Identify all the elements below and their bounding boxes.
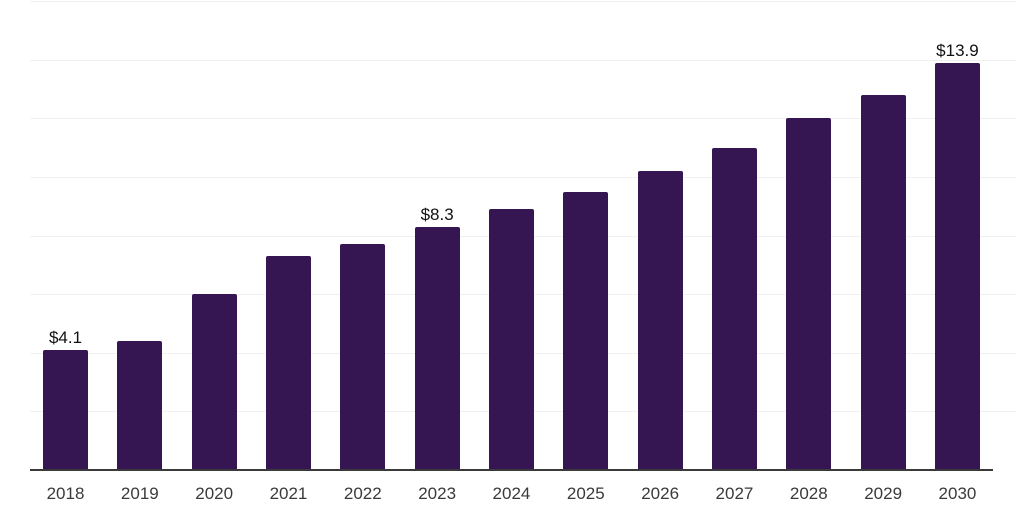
x-axis-line: [30, 469, 993, 471]
bar-value-label-2018: $4.1: [48, 327, 83, 347]
x-axis-label-2021: 2021: [269, 484, 308, 503]
x-axis-label-2018: 2018: [46, 484, 85, 503]
gridline: [30, 118, 1016, 120]
x-axis-label-2026: 2026: [641, 484, 680, 503]
x-axis-label-2020: 2020: [195, 484, 234, 503]
x-axis-label-2027: 2027: [715, 484, 754, 503]
gridline: [30, 1, 1016, 2]
gridline: [30, 176, 1016, 178]
bar-2026: [637, 171, 683, 470]
bar-2025: [563, 191, 609, 470]
bar-2020: [191, 294, 237, 470]
x-axis-label-2022: 2022: [343, 484, 382, 503]
x-axis-label-2028: 2028: [789, 484, 828, 503]
bar-2019: [117, 341, 163, 470]
bar-2027: [711, 147, 757, 470]
bar-2018: $4.1: [43, 329, 88, 470]
bar-2022: [340, 244, 386, 470]
bar-2021: [265, 256, 311, 470]
x-axis-label-2025: 2025: [566, 484, 605, 503]
x-axis-label-2024: 2024: [492, 484, 531, 503]
x-axis-label-2019: 2019: [120, 484, 159, 503]
bar-2024: [488, 209, 534, 470]
gridline: [30, 59, 1016, 61]
bar-2023: $8.3: [414, 206, 460, 470]
x-axis-label-2030: 2030: [938, 484, 977, 503]
x-axis-label-2023: 2023: [418, 484, 457, 503]
bar-2030: $13.9: [934, 42, 980, 470]
bar-value-label-2030: $13.9: [936, 40, 979, 60]
bar-2029: [860, 94, 906, 470]
bar-2028: [786, 118, 832, 470]
bar-value-label-2023: $8.3: [420, 204, 454, 224]
x-axis-label-2029: 2029: [864, 484, 903, 503]
